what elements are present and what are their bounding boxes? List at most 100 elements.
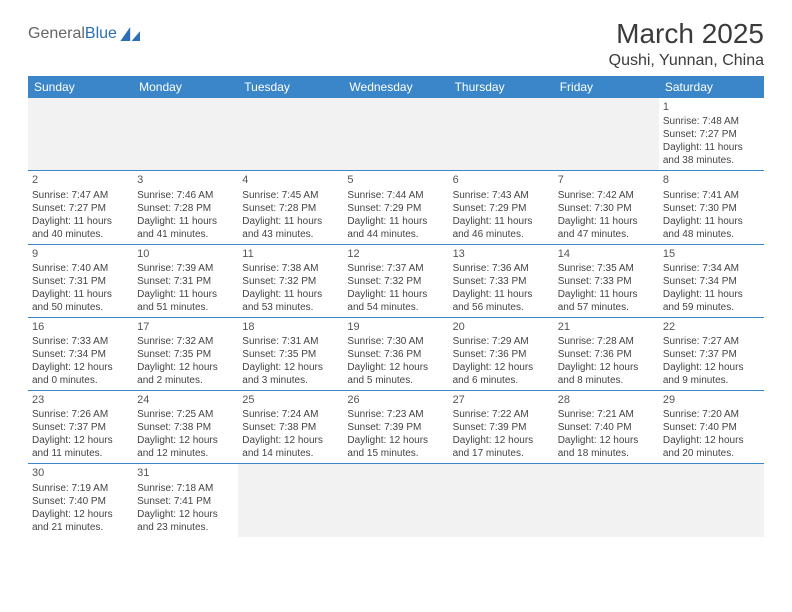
month-title: March 2025 xyxy=(609,18,764,50)
calendar-cell: 8Sunrise: 7:41 AMSunset: 7:30 PMDaylight… xyxy=(659,171,764,244)
daylight-line: Daylight: 11 hours and 56 minutes. xyxy=(453,288,550,314)
calendar-row: 30Sunrise: 7:19 AMSunset: 7:40 PMDayligh… xyxy=(28,464,764,537)
calendar-row: 16Sunrise: 7:33 AMSunset: 7:34 PMDayligh… xyxy=(28,317,764,390)
day-number: 26 xyxy=(347,393,444,407)
brand-logo: GeneralBlue xyxy=(28,18,147,44)
calendar-cell: 16Sunrise: 7:33 AMSunset: 7:34 PMDayligh… xyxy=(28,317,133,390)
sunrise-line: Sunrise: 7:42 AM xyxy=(558,189,655,202)
day-number: 24 xyxy=(137,393,234,407)
sunset-line: Sunset: 7:29 PM xyxy=(453,202,550,215)
day-number: 16 xyxy=(32,320,129,334)
calendar-cell xyxy=(133,98,238,171)
sunset-line: Sunset: 7:34 PM xyxy=(32,348,129,361)
sunrise-line: Sunrise: 7:29 AM xyxy=(453,335,550,348)
sunset-line: Sunset: 7:31 PM xyxy=(137,275,234,288)
calendar-row: 9Sunrise: 7:40 AMSunset: 7:31 PMDaylight… xyxy=(28,244,764,317)
sunset-line: Sunset: 7:36 PM xyxy=(347,348,444,361)
day-number: 22 xyxy=(663,320,760,334)
day-number: 7 xyxy=(558,173,655,187)
day-number: 14 xyxy=(558,247,655,261)
calendar-cell: 22Sunrise: 7:27 AMSunset: 7:37 PMDayligh… xyxy=(659,317,764,390)
sunrise-line: Sunrise: 7:18 AM xyxy=(137,482,234,495)
calendar-cell xyxy=(238,98,343,171)
day-number: 12 xyxy=(347,247,444,261)
sunrise-line: Sunrise: 7:41 AM xyxy=(663,189,760,202)
daylight-line: Daylight: 11 hours and 59 minutes. xyxy=(663,288,760,314)
sunrise-line: Sunrise: 7:26 AM xyxy=(32,408,129,421)
sunset-line: Sunset: 7:39 PM xyxy=(347,421,444,434)
header: GeneralBlue March 2025 Qushi, Yunnan, Ch… xyxy=(28,18,764,70)
daylight-line: Daylight: 11 hours and 51 minutes. xyxy=(137,288,234,314)
day-number: 25 xyxy=(242,393,339,407)
sunrise-line: Sunrise: 7:22 AM xyxy=(453,408,550,421)
daylight-line: Daylight: 11 hours and 47 minutes. xyxy=(558,215,655,241)
daylight-line: Daylight: 12 hours and 18 minutes. xyxy=(558,434,655,460)
calendar-cell: 7Sunrise: 7:42 AMSunset: 7:30 PMDaylight… xyxy=(554,171,659,244)
sunset-line: Sunset: 7:33 PM xyxy=(558,275,655,288)
calendar-cell: 5Sunrise: 7:44 AMSunset: 7:29 PMDaylight… xyxy=(343,171,448,244)
sunset-line: Sunset: 7:35 PM xyxy=(242,348,339,361)
calendar-cell xyxy=(554,464,659,537)
day-number: 23 xyxy=(32,393,129,407)
day-number: 19 xyxy=(347,320,444,334)
day-number: 17 xyxy=(137,320,234,334)
sunrise-line: Sunrise: 7:31 AM xyxy=(242,335,339,348)
calendar-cell: 29Sunrise: 7:20 AMSunset: 7:40 PMDayligh… xyxy=(659,391,764,464)
calendar-cell: 10Sunrise: 7:39 AMSunset: 7:31 PMDayligh… xyxy=(133,244,238,317)
calendar-cell: 1Sunrise: 7:48 AMSunset: 7:27 PMDaylight… xyxy=(659,98,764,171)
weekday-header: Wednesday xyxy=(343,76,448,98)
sunset-line: Sunset: 7:27 PM xyxy=(663,128,760,141)
weekday-row: SundayMondayTuesdayWednesdayThursdayFrid… xyxy=(28,76,764,98)
day-number: 29 xyxy=(663,393,760,407)
calendar-cell: 23Sunrise: 7:26 AMSunset: 7:37 PMDayligh… xyxy=(28,391,133,464)
calendar-cell xyxy=(554,98,659,171)
day-number: 18 xyxy=(242,320,339,334)
calendar-table: SundayMondayTuesdayWednesdayThursdayFrid… xyxy=(28,76,764,537)
calendar-cell xyxy=(449,464,554,537)
calendar-cell: 14Sunrise: 7:35 AMSunset: 7:33 PMDayligh… xyxy=(554,244,659,317)
sunrise-line: Sunrise: 7:19 AM xyxy=(32,482,129,495)
calendar-cell: 15Sunrise: 7:34 AMSunset: 7:34 PMDayligh… xyxy=(659,244,764,317)
sunset-line: Sunset: 7:40 PM xyxy=(32,495,129,508)
daylight-line: Daylight: 12 hours and 6 minutes. xyxy=(453,361,550,387)
calendar-head: SundayMondayTuesdayWednesdayThursdayFrid… xyxy=(28,76,764,98)
calendar-cell: 3Sunrise: 7:46 AMSunset: 7:28 PMDaylight… xyxy=(133,171,238,244)
daylight-line: Daylight: 12 hours and 8 minutes. xyxy=(558,361,655,387)
daylight-line: Daylight: 11 hours and 38 minutes. xyxy=(663,141,760,167)
daylight-line: Daylight: 12 hours and 12 minutes. xyxy=(137,434,234,460)
weekday-header: Saturday xyxy=(659,76,764,98)
weekday-header: Friday xyxy=(554,76,659,98)
sunset-line: Sunset: 7:28 PM xyxy=(242,202,339,215)
sunset-line: Sunset: 7:34 PM xyxy=(663,275,760,288)
sunset-line: Sunset: 7:40 PM xyxy=(663,421,760,434)
sail-icon xyxy=(119,24,147,44)
weekday-header: Sunday xyxy=(28,76,133,98)
daylight-line: Daylight: 12 hours and 3 minutes. xyxy=(242,361,339,387)
daylight-line: Daylight: 11 hours and 43 minutes. xyxy=(242,215,339,241)
day-number: 2 xyxy=(32,173,129,187)
daylight-line: Daylight: 11 hours and 48 minutes. xyxy=(663,215,760,241)
calendar-cell: 20Sunrise: 7:29 AMSunset: 7:36 PMDayligh… xyxy=(449,317,554,390)
sunrise-line: Sunrise: 7:30 AM xyxy=(347,335,444,348)
sunrise-line: Sunrise: 7:32 AM xyxy=(137,335,234,348)
calendar-cell xyxy=(343,98,448,171)
day-number: 8 xyxy=(663,173,760,187)
brand-part2: Blue xyxy=(85,25,117,42)
sunset-line: Sunset: 7:36 PM xyxy=(558,348,655,361)
sunset-line: Sunset: 7:36 PM xyxy=(453,348,550,361)
sunrise-line: Sunrise: 7:23 AM xyxy=(347,408,444,421)
daylight-line: Daylight: 11 hours and 57 minutes. xyxy=(558,288,655,314)
calendar-cell: 6Sunrise: 7:43 AMSunset: 7:29 PMDaylight… xyxy=(449,171,554,244)
calendar-cell: 31Sunrise: 7:18 AMSunset: 7:41 PMDayligh… xyxy=(133,464,238,537)
daylight-line: Daylight: 12 hours and 21 minutes. xyxy=(32,508,129,534)
calendar-cell: 12Sunrise: 7:37 AMSunset: 7:32 PMDayligh… xyxy=(343,244,448,317)
sunset-line: Sunset: 7:37 PM xyxy=(663,348,760,361)
sunset-line: Sunset: 7:37 PM xyxy=(32,421,129,434)
calendar-cell xyxy=(28,98,133,171)
sunrise-line: Sunrise: 7:28 AM xyxy=(558,335,655,348)
daylight-line: Daylight: 11 hours and 46 minutes. xyxy=(453,215,550,241)
daylight-line: Daylight: 11 hours and 50 minutes. xyxy=(32,288,129,314)
calendar-cell: 9Sunrise: 7:40 AMSunset: 7:31 PMDaylight… xyxy=(28,244,133,317)
calendar-row: 1Sunrise: 7:48 AMSunset: 7:27 PMDaylight… xyxy=(28,98,764,171)
calendar-cell: 30Sunrise: 7:19 AMSunset: 7:40 PMDayligh… xyxy=(28,464,133,537)
